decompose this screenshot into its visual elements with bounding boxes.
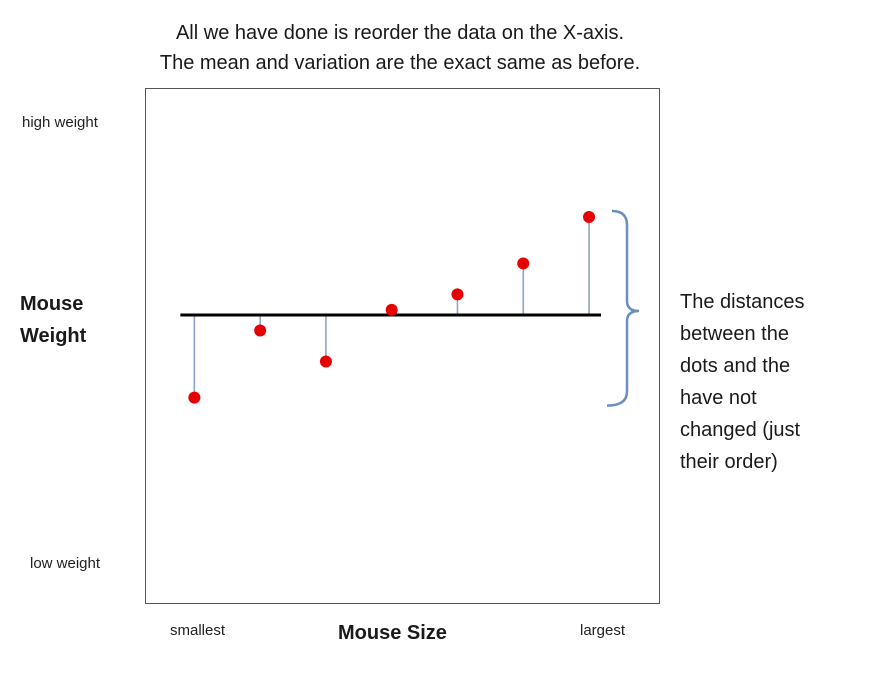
y-tick-label-high: high weight bbox=[22, 114, 98, 131]
y-tick-label-low: low weight bbox=[30, 555, 101, 572]
annotation-line-2: between the bbox=[680, 323, 789, 345]
x-axis-title: Mouse Size bbox=[338, 622, 447, 644]
annotation-text: The distances between the dots and the h… bbox=[680, 286, 860, 478]
y-axis-title-line-2: Weight bbox=[20, 325, 87, 347]
chart-title-line-1: All we have done is reorder the data on … bbox=[175, 22, 625, 44]
x-tick-label-smallest: smallest bbox=[170, 622, 226, 639]
plot-area-frame bbox=[145, 88, 660, 604]
annotation-line-1: The distances bbox=[680, 291, 805, 313]
data-point-7 bbox=[583, 211, 596, 223]
annotation-line-5: changed (just bbox=[680, 419, 801, 441]
data-point-4 bbox=[385, 303, 398, 316]
data-point-5 bbox=[451, 288, 464, 301]
data-point-6 bbox=[517, 257, 530, 270]
annotation-line-4: have not bbox=[680, 387, 757, 409]
data-point-1 bbox=[188, 391, 201, 404]
data-point-3 bbox=[319, 355, 332, 368]
annotation-line-3: dots and the bbox=[680, 355, 791, 377]
x-tick-label-largest: largest bbox=[580, 622, 626, 639]
annotation-line-6: their order) bbox=[680, 451, 778, 473]
chart-title-line-2: The mean and variation are the exact sam… bbox=[159, 52, 641, 74]
curly-bracket bbox=[606, 209, 640, 407]
data-point-2 bbox=[254, 324, 267, 337]
y-axis-title: Mouse Weight bbox=[20, 288, 130, 352]
y-axis-title-line-1: Mouse bbox=[20, 293, 84, 315]
